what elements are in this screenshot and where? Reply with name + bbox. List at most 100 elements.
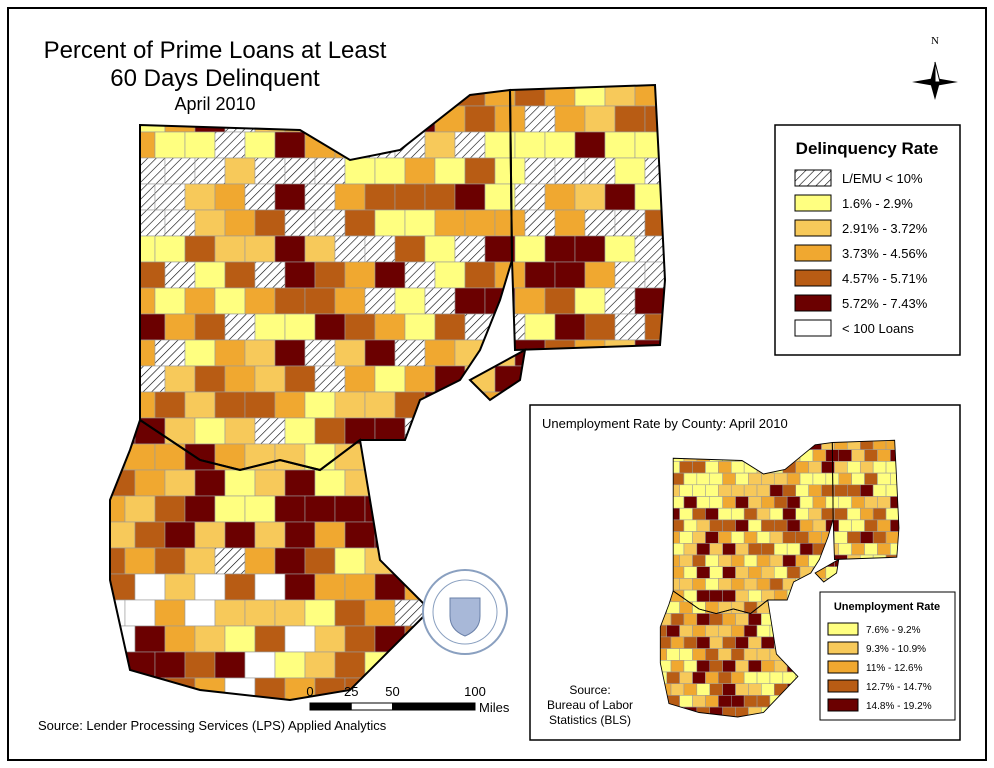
county xyxy=(705,601,719,614)
county xyxy=(769,484,784,497)
county xyxy=(679,531,693,544)
county xyxy=(782,507,797,521)
legend-swatch xyxy=(794,244,832,262)
county xyxy=(795,461,809,474)
county xyxy=(184,235,216,263)
title-date: April 2010 xyxy=(174,94,255,114)
county xyxy=(334,183,366,211)
county xyxy=(164,625,196,653)
county xyxy=(748,496,762,509)
inset-source-line: Statistics (BLS) xyxy=(549,713,631,727)
county xyxy=(705,531,719,544)
county xyxy=(743,601,758,614)
county xyxy=(304,495,336,523)
county xyxy=(124,495,156,523)
county xyxy=(194,157,226,185)
county xyxy=(735,683,749,696)
county xyxy=(574,287,606,315)
source: Source: Lender Processing Services (LPS)… xyxy=(38,718,387,733)
county xyxy=(374,157,406,185)
county xyxy=(304,599,336,627)
county xyxy=(718,671,732,684)
county xyxy=(454,183,486,211)
county xyxy=(834,531,848,544)
county xyxy=(434,209,466,237)
county xyxy=(124,547,156,575)
county xyxy=(799,496,814,509)
county xyxy=(705,484,719,497)
county xyxy=(730,648,745,661)
county xyxy=(683,636,698,649)
county xyxy=(244,391,276,419)
county xyxy=(692,531,706,544)
county xyxy=(730,531,745,544)
county xyxy=(364,391,396,419)
county xyxy=(334,651,366,679)
county xyxy=(374,313,406,341)
county xyxy=(761,472,775,486)
scale-label: 0 xyxy=(306,684,313,699)
legend-title: Delinquency Rate xyxy=(796,139,939,158)
county xyxy=(110,521,136,549)
county xyxy=(244,443,276,471)
county xyxy=(194,417,226,445)
county xyxy=(274,599,306,627)
county xyxy=(722,636,736,649)
inset-legend-swatch xyxy=(827,698,859,712)
county xyxy=(748,589,762,603)
county xyxy=(730,461,745,474)
county xyxy=(494,209,526,237)
county xyxy=(314,261,346,289)
county xyxy=(154,391,186,419)
county xyxy=(284,469,316,497)
county xyxy=(584,261,616,289)
county xyxy=(743,531,758,544)
county xyxy=(134,521,166,549)
county xyxy=(692,648,706,661)
county xyxy=(394,287,426,315)
county xyxy=(885,531,899,544)
scale-unit: Miles xyxy=(479,700,510,715)
county xyxy=(274,183,306,211)
county xyxy=(851,519,865,532)
county xyxy=(184,599,216,627)
county xyxy=(254,417,286,445)
county xyxy=(634,287,665,315)
inset-legend-swatch xyxy=(827,641,859,655)
county xyxy=(584,313,616,341)
county xyxy=(748,543,762,556)
county xyxy=(214,547,246,575)
county xyxy=(851,449,865,462)
county xyxy=(756,695,771,708)
legend-label: 4.57% - 5.71% xyxy=(842,271,928,286)
county xyxy=(164,313,196,341)
county xyxy=(735,543,749,556)
county xyxy=(194,209,226,237)
county xyxy=(769,578,784,591)
county xyxy=(614,313,646,341)
county xyxy=(464,157,496,185)
county xyxy=(254,469,286,497)
legend-label: 2.91% - 3.72% xyxy=(842,221,928,236)
county xyxy=(696,519,711,532)
county xyxy=(164,521,196,549)
county xyxy=(709,496,723,509)
county xyxy=(692,461,706,474)
county xyxy=(314,417,346,445)
county xyxy=(782,554,797,567)
county xyxy=(773,519,788,532)
county xyxy=(838,519,852,532)
county xyxy=(304,651,336,679)
county xyxy=(743,624,758,638)
county xyxy=(164,573,196,601)
county xyxy=(284,625,316,653)
county xyxy=(679,461,693,474)
legend-swatch xyxy=(794,169,832,187)
county xyxy=(224,521,256,549)
county xyxy=(692,507,706,521)
inset-legend-swatch xyxy=(827,660,859,674)
county xyxy=(364,339,396,367)
county xyxy=(574,183,606,211)
county xyxy=(394,235,426,263)
